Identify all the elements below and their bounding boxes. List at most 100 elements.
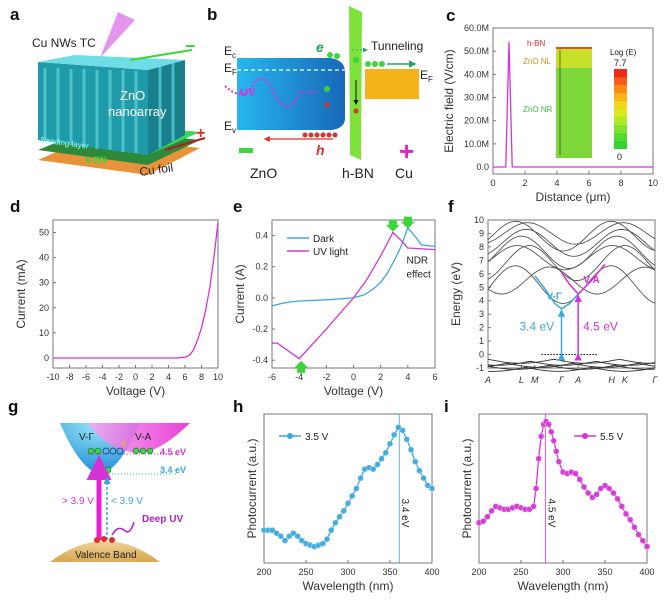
zno-band (237, 58, 345, 130)
data-point (407, 446, 415, 453)
y-tick-label: 30 (39, 278, 49, 288)
colorbar-segment (614, 109, 627, 117)
holes (94, 536, 115, 543)
series-line (493, 41, 653, 168)
x-tick-label: A (484, 375, 491, 385)
data-point (550, 437, 557, 445)
label-ec: Ec (224, 44, 236, 60)
series-label: V-A (583, 275, 600, 286)
legend-label: UV light (313, 247, 348, 258)
y-tick-label: 40 (39, 253, 49, 263)
conduction-band-line (487, 266, 656, 295)
cu-nws-top-contact (38, 55, 185, 70)
data-point (386, 440, 394, 447)
ndr-annotation: NDR (406, 256, 428, 267)
data-point (639, 537, 646, 544)
x-tick-label: Γ (652, 375, 658, 385)
data-point (420, 474, 427, 482)
data-point (635, 531, 642, 538)
x-tick-label: 6 (586, 178, 591, 188)
panel-label-b: b (207, 5, 217, 24)
x-tick-label: 300 (340, 567, 355, 577)
y-tick-label: 5 (479, 282, 484, 292)
plus-sign: + (196, 125, 205, 142)
conduction-band-line (487, 245, 656, 281)
nanowire-array-front (38, 62, 148, 155)
label-3-4-ev: 3.4 eV (160, 465, 186, 475)
band-gap-label: 3.4 eV (519, 319, 554, 333)
deep-uv-wave (111, 521, 135, 536)
label-v-gamma: V-Γ (79, 432, 94, 443)
bottom-wire (164, 137, 206, 151)
label-cu: Cu (395, 165, 413, 181)
x-tick-label: 4 (166, 372, 171, 382)
plot-frame (52, 219, 219, 369)
peak-arrow-icon (294, 360, 309, 373)
x-tick-label: M (531, 375, 539, 385)
label-zno: ZnO (250, 165, 277, 181)
data-point (349, 492, 356, 500)
data-point (593, 491, 600, 498)
data-point (416, 467, 423, 474)
colorbar-title: Log (E) (610, 48, 637, 57)
band-gap-label: 4.5 eV (583, 319, 618, 333)
data-point (530, 503, 537, 510)
colorbar-segment (614, 93, 627, 101)
y-tick-label: 60.0M (464, 23, 489, 33)
minus-sign (239, 148, 253, 153)
valence-band-line (487, 358, 656, 364)
peak-arrow-icon (400, 216, 415, 229)
electrons (324, 52, 385, 92)
data-point (340, 507, 347, 515)
valence-band (50, 541, 160, 562)
conduction-band-line (487, 265, 656, 304)
data-point (336, 513, 343, 521)
label-tunneling: Tunneling (371, 39, 423, 53)
x-tick-label: 10 (213, 372, 223, 382)
x-tick-label: 0 (490, 178, 495, 188)
y-tick-label: 40.0M (464, 69, 489, 79)
y-tick-label: 0 (44, 353, 49, 363)
data-point (323, 535, 331, 543)
x-tick-label: 2 (378, 372, 383, 382)
data-point (576, 476, 583, 483)
label-hbn: h-BN (85, 155, 107, 165)
label-cu-foil: Cu foil (138, 160, 174, 179)
colorbar-segment (614, 141, 627, 149)
data-point (344, 500, 352, 507)
label-deep-uv: Deep UV (142, 514, 183, 525)
x-tick-label: -6 (82, 372, 90, 382)
y-tick-label: 0.0 (255, 293, 268, 303)
y-axis-title: Photocurrent (a.u.) (460, 438, 474, 538)
legend-marker (287, 433, 293, 439)
colorbar-segment (614, 85, 627, 93)
peak-arrow-icon (385, 219, 400, 232)
data-point (643, 543, 651, 550)
colorbar-max: 7.7 (614, 58, 627, 68)
device-illustration: Cu NWs TC ZnO nanoarray Seeding layer h-… (32, 12, 205, 179)
y-tick-label: 8 (479, 242, 484, 252)
series-line (271, 226, 436, 307)
data-point (631, 524, 638, 531)
data-point (488, 507, 495, 515)
label-ev: Ev (224, 119, 236, 135)
chart-d: -10 -8 -6 -4 -2 0 2 4 6 8 10 0 10 20 30 40 50 Voltage (V)… (14, 219, 223, 398)
label-4-5-ev: 4.5 eV (160, 447, 186, 457)
colorbar-segment (614, 69, 627, 77)
data-point (294, 532, 301, 540)
data-point (391, 431, 398, 439)
y-tick-label: 50 (39, 228, 49, 238)
x-tick-label: H (608, 375, 615, 385)
colorbar-segment (614, 133, 627, 141)
chart-h: 200 250 300 350 400 Wavelength (nm) Photocurre… (245, 413, 440, 593)
series-line (264, 426, 433, 548)
data-point (555, 458, 562, 465)
label-nanoarray: nanoarray (108, 104, 167, 119)
x-tick-label: -4 (295, 372, 303, 382)
conduction-band-line (487, 228, 656, 257)
label-epsilon: ε (122, 438, 127, 448)
x-tick-label: -2 (322, 372, 330, 382)
y-axis-title: Energy (eV) (449, 262, 463, 326)
conduction-band-line (487, 245, 656, 271)
x-tick-label: 2 (522, 178, 527, 188)
